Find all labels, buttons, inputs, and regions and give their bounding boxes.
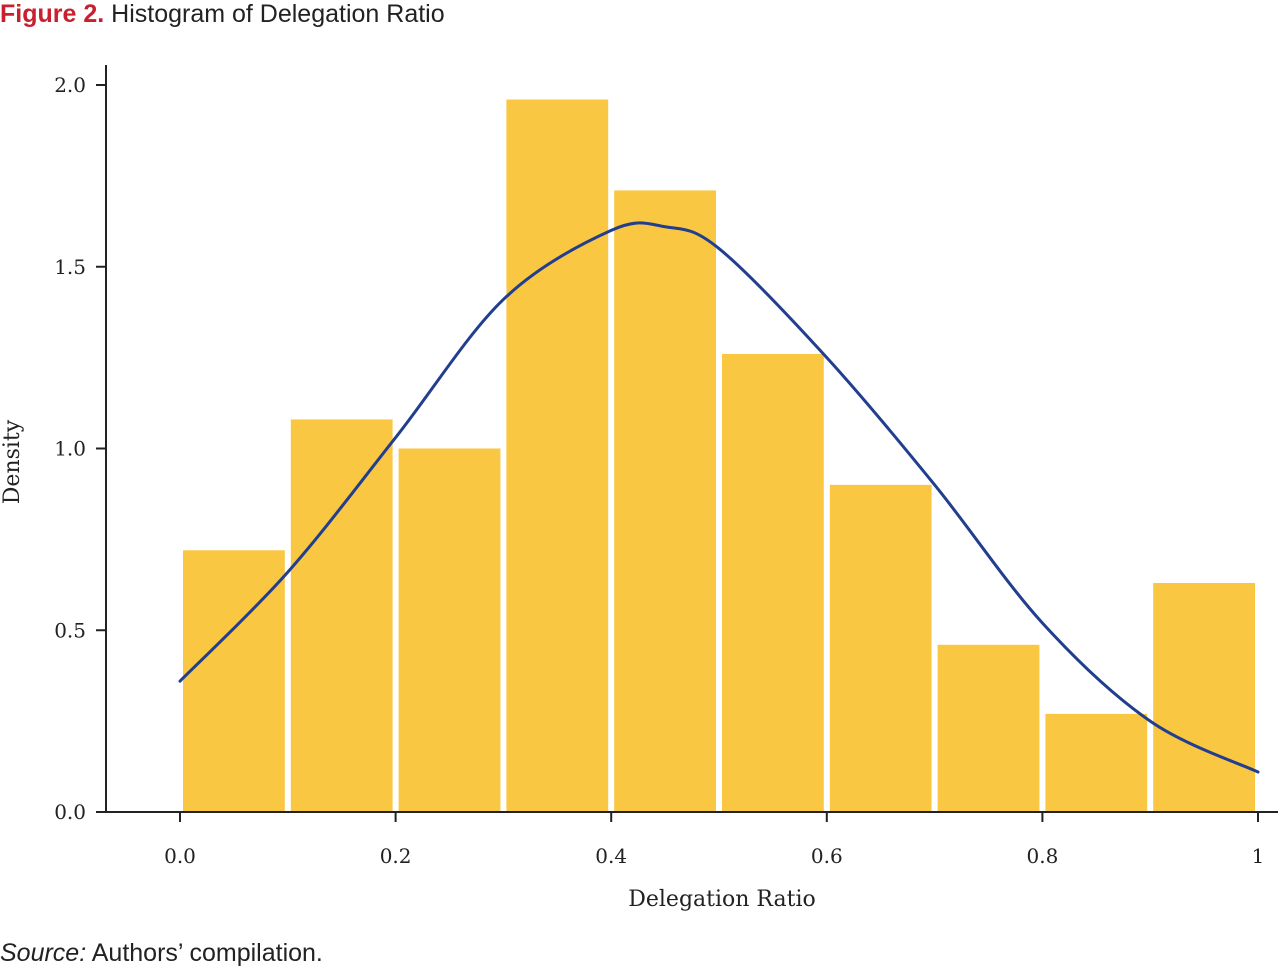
histogram-bar-5 <box>722 353 824 812</box>
x-tick-label: 1 <box>1252 844 1265 868</box>
x-tick-label: 0.2 <box>380 844 412 868</box>
x-tick-label: 0.0 <box>164 844 196 868</box>
histogram-bar-7 <box>937 644 1040 812</box>
y-axis-ticks: 0.0 0.5 1.0 1.5 2.0 <box>54 73 106 824</box>
y-tick-label: 2.0 <box>54 73 86 97</box>
histogram-bar-2 <box>398 448 501 812</box>
histogram-bar-4 <box>614 190 716 813</box>
source-note: Source: Authors’ compilation. <box>0 938 323 968</box>
histogram-bar-1 <box>290 419 393 812</box>
source-label: Source: <box>0 939 87 967</box>
histogram-bar-8 <box>1045 713 1148 812</box>
axes <box>105 65 1278 813</box>
density-curve-layer <box>178 221 1260 774</box>
y-tick-label: 1.5 <box>54 255 86 279</box>
y-tick-label: 1.0 <box>54 437 86 461</box>
histogram-bar-6 <box>829 484 932 812</box>
source-text: Authors’ compilation. <box>91 939 323 967</box>
y-tick-label: 0.0 <box>54 800 86 824</box>
figure-label: Figure 2. <box>0 0 105 28</box>
x-axis-ticks: 0.0 0.2 0.4 0.6 0.8 1 <box>164 812 1264 868</box>
x-axis-title: Delegation Ratio <box>628 887 816 912</box>
histogram-bar-0 <box>183 550 285 812</box>
y-tick-label: 0.5 <box>54 618 86 642</box>
histogram-bar-3 <box>506 99 609 813</box>
x-tick-label: 0.4 <box>595 844 627 868</box>
figure-title: Figure 2. Histogram of Delegation Ratio <box>0 0 445 30</box>
y-axis-title: Density <box>0 419 25 504</box>
density-curve <box>178 221 1260 774</box>
x-tick-label: 0.8 <box>1026 844 1058 868</box>
x-tick-label: 0.6 <box>811 844 843 868</box>
figure-title-text: Histogram of Delegation Ratio <box>111 0 445 28</box>
histogram-bars <box>183 99 1255 813</box>
histogram-bar-9 <box>1153 582 1255 812</box>
